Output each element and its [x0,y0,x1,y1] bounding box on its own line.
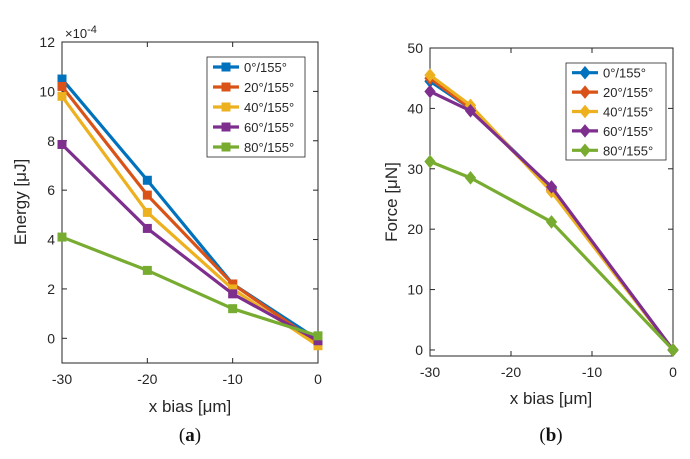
data-point [545,180,558,194]
data-point [57,139,67,149]
data-point [228,304,238,314]
legend-entry: 20°/155° [244,80,294,95]
x-tick-label: 0 [669,364,677,380]
y-tick-label: 2 [47,281,55,297]
legend-marker [579,143,591,158]
data-point [142,265,152,275]
data-point [142,190,152,200]
legend-marker [579,85,591,99]
legend-entry: 20°/155° [603,85,653,100]
data-point [57,232,67,242]
panel-a: -30 -20 -10 0 0 2 4 6 8 10 12 ×10-4 x bias [μm] Energ… [11,24,323,446]
legend-marker [579,65,591,80]
data-point [424,154,436,169]
legend-marker [221,142,231,152]
data-point [545,215,558,229]
y-axis-label: Force [μN] [382,162,401,242]
data-point [313,331,323,341]
y-exponent-power: -4 [87,24,97,36]
legend: 0°/155° 20°/155° 40°/155° 60°/155° 80°/155° [565,62,667,161]
series-line [429,90,675,351]
legend-entry: 80°/155° [244,140,294,155]
legend-entry: 60°/155° [244,120,294,135]
data-point [667,343,679,357]
data-point [142,175,152,185]
y-tick-label: 12 [39,34,55,50]
x-tick-label: -20 [137,371,157,387]
legend-marker [221,122,231,132]
x-tick-label: -10 [582,364,602,380]
legend-entry: 0°/155° [244,60,287,75]
data-point [464,171,477,185]
data-point [228,289,238,299]
y-tick-label: 30 [407,161,423,177]
x-tick-label: -30 [52,371,72,387]
data-point [424,68,436,82]
data-point [424,84,436,99]
y-tick-label: 50 [407,40,423,56]
panel-caption: (a) [179,425,201,446]
series-line [60,143,319,343]
x-tick-label: -20 [501,364,521,380]
legend-entry: 40°/155° [603,105,653,120]
data-point [142,223,152,233]
panel-caption: (b) [539,425,562,446]
legend-marker [221,102,231,112]
x-axis-label: x bias [μm] [510,389,593,408]
legend-entry: 40°/155° [244,100,294,115]
y-tick-label: 0 [47,330,55,346]
y-axis-label: Energy [μJ] [11,159,30,245]
x-tick-label: 0 [314,371,322,387]
data-point [57,91,67,101]
x-tick-label: -30 [420,364,440,380]
legend-entry: 0°/155° [603,66,646,81]
data-point [464,104,477,118]
series-line [61,235,319,338]
legend: 0°/155° 20°/155° 40°/155° 60°/155° 80°/155° [206,56,306,158]
x-tick-label: -10 [223,371,243,387]
legend-entry: 60°/155° [603,124,653,139]
y-tick-label: 10 [407,282,423,298]
y-tick-label: 6 [47,182,55,198]
y-tick-label: 20 [407,221,423,237]
y-tick-label: 40 [407,100,423,116]
legend-marker [221,62,231,72]
y-tick-label: 4 [47,232,55,248]
series-5 [57,232,323,341]
y-exponent-label: ×10-4 [65,24,97,41]
legend-marker [579,124,591,138]
y-tick-label: 10 [39,83,55,99]
data-point [142,207,152,217]
series-5 [424,154,679,357]
data-point [57,81,67,91]
data-point [57,74,67,84]
y-tick-label: 8 [47,133,55,149]
series-line [429,160,675,352]
panel-b: -30 -20 -10 0 0 10 20 30 40 50 x bias [μm] Force [μ… [382,40,679,446]
series-line [60,85,319,345]
legend-entry: 80°/155° [603,143,653,158]
legend-marker [579,104,591,119]
x-axis-label: x bias [μm] [149,397,232,416]
y-tick-label: 0 [415,342,423,358]
legend-marker [221,82,231,92]
series-4 [57,139,323,346]
